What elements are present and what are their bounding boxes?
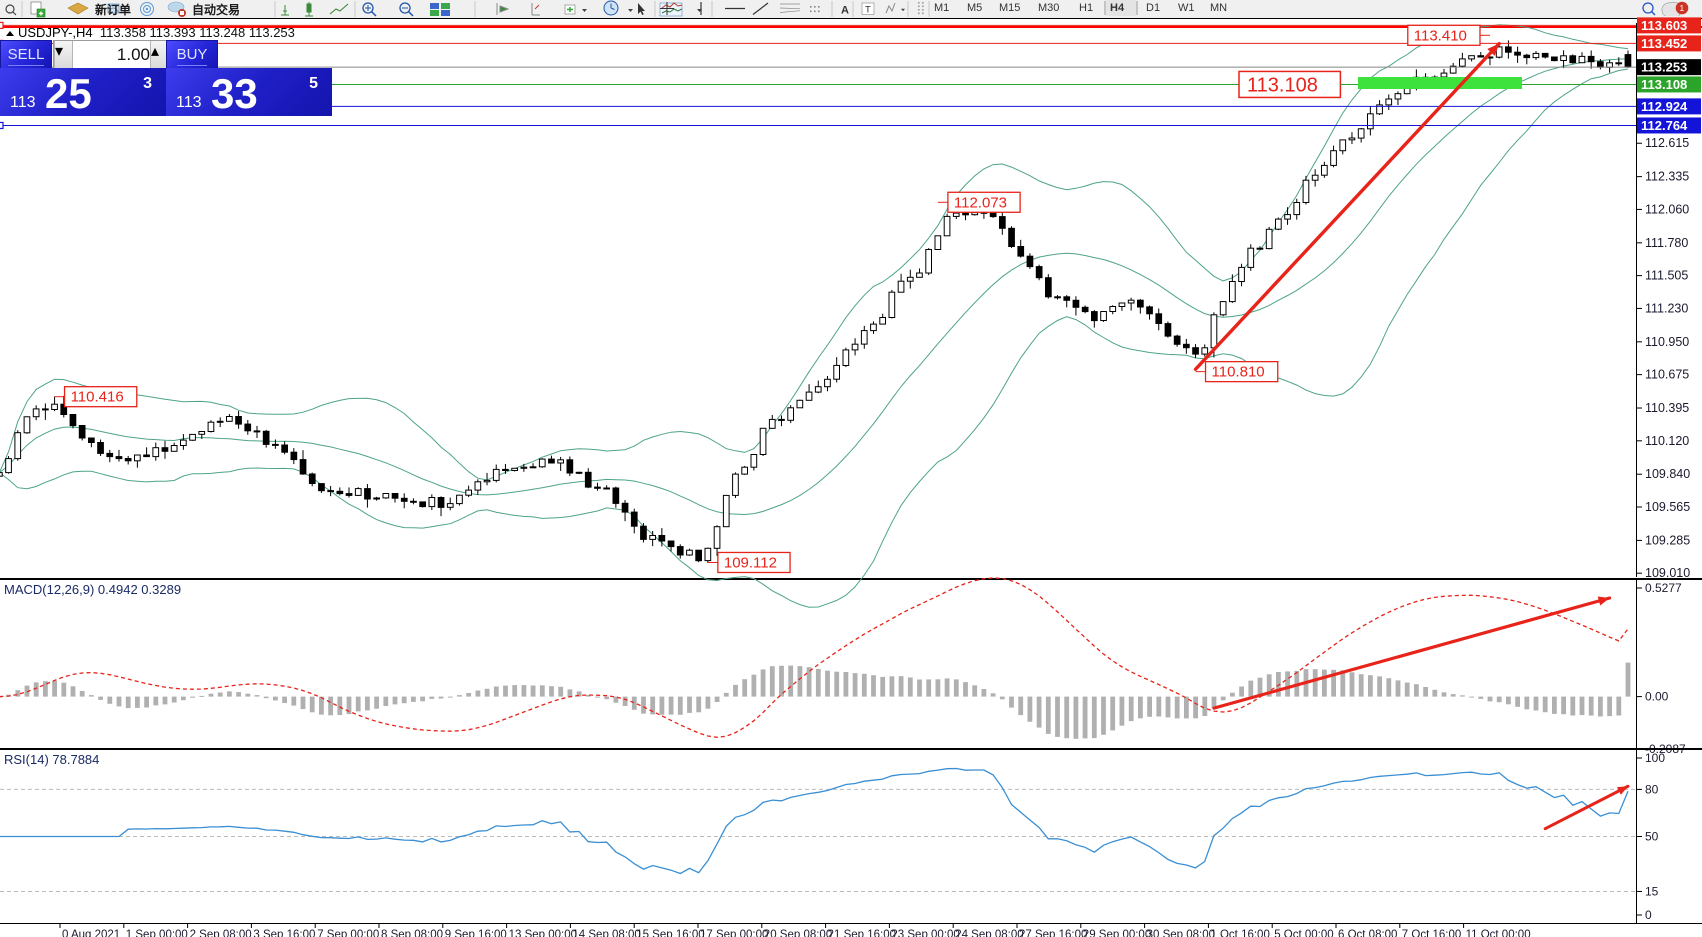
- svg-text:100: 100: [1645, 751, 1665, 765]
- svg-text:0: 0: [1645, 908, 1652, 922]
- svg-text:H4: H4: [1110, 2, 1125, 14]
- svg-text:50: 50: [1645, 830, 1659, 844]
- svg-text:11 Oct 00:00: 11 Oct 00:00: [1466, 929, 1531, 937]
- svg-text:29 Sep 00:00: 29 Sep 00:00: [1083, 929, 1151, 937]
- svg-text:110.120: 110.120: [1645, 434, 1689, 448]
- svg-text:112.764: 112.764: [1641, 118, 1688, 133]
- svg-text:8 Sep 08:00: 8 Sep 08:00: [381, 929, 443, 937]
- svg-text:6 Oct 08:00: 6 Oct 08:00: [1338, 929, 1397, 937]
- svg-text:13 Sep 00:00: 13 Sep 00:00: [509, 929, 577, 937]
- svg-text:111.230: 111.230: [1645, 301, 1688, 315]
- svg-text:1 Oct 16:00: 1 Oct 16:00: [1210, 929, 1269, 937]
- svg-text:7 Sep 00:00: 7 Sep 00:00: [317, 929, 379, 937]
- svg-text:112.335: 112.335: [1645, 170, 1689, 184]
- svg-text:110.416: 110.416: [71, 389, 124, 406]
- svg-text:0.5277: 0.5277: [1645, 581, 1682, 595]
- svg-text:H1: H1: [1079, 2, 1093, 14]
- svg-text:0.00: 0.00: [1645, 690, 1669, 704]
- svg-text:15: 15: [1645, 884, 1659, 898]
- svg-text:30 Sep 08:00: 30 Sep 08:00: [1147, 929, 1215, 937]
- svg-text:MACD(12,26,9) 0.4942 0.3289: MACD(12,26,9) 0.4942 0.3289: [4, 582, 181, 597]
- svg-text:0 Aug 2021: 0 Aug 2021: [62, 929, 120, 937]
- svg-text:109.112: 109.112: [724, 554, 777, 571]
- svg-text:M5: M5: [967, 2, 982, 14]
- svg-text:113.108: 113.108: [1247, 74, 1318, 96]
- svg-text:110.810: 110.810: [1212, 364, 1265, 381]
- svg-text:111.505: 111.505: [1645, 269, 1688, 283]
- svg-text:113.410: 113.410: [1414, 27, 1467, 44]
- svg-text:M15: M15: [999, 2, 1020, 14]
- svg-text:M1: M1: [934, 2, 949, 14]
- svg-text:17 Sep 00:00: 17 Sep 00:00: [700, 929, 768, 937]
- svg-text:RSI(14) 78.7884: RSI(14) 78.7884: [4, 752, 99, 767]
- svg-text:113.253: 113.253: [1641, 60, 1687, 75]
- svg-text:20 Sep 08:00: 20 Sep 08:00: [764, 929, 832, 937]
- svg-text:110.395: 110.395: [1645, 401, 1689, 415]
- svg-text:3 Sep 16:00: 3 Sep 16:00: [253, 929, 315, 937]
- svg-text:21 Sep 16:00: 21 Sep 16:00: [828, 929, 896, 937]
- svg-text:23 Sep 00:00: 23 Sep 00:00: [891, 929, 959, 937]
- svg-text:2 Sep 08:00: 2 Sep 08:00: [190, 929, 252, 937]
- svg-text:W1: W1: [1178, 2, 1195, 14]
- svg-text:109.840: 109.840: [1645, 467, 1690, 481]
- svg-text:113.452: 113.452: [1641, 36, 1687, 51]
- svg-text:1 Sep 00:00: 1 Sep 00:00: [126, 929, 188, 937]
- svg-text:D1: D1: [1146, 2, 1160, 14]
- svg-text:112.924: 112.924: [1641, 99, 1688, 114]
- svg-text:24 Sep 08:00: 24 Sep 08:00: [955, 929, 1023, 937]
- svg-text:5 Oct 00:00: 5 Oct 00:00: [1274, 929, 1333, 937]
- svg-text:112.073: 112.073: [954, 194, 1007, 211]
- svg-text:110.950: 110.950: [1645, 335, 1689, 349]
- svg-text:109.565: 109.565: [1645, 500, 1690, 514]
- svg-text:MN: MN: [1210, 2, 1227, 14]
- svg-text:9 Sep 16:00: 9 Sep 16:00: [445, 929, 507, 937]
- svg-text:27 Sep 16:00: 27 Sep 16:00: [1019, 929, 1087, 937]
- svg-text:110.675: 110.675: [1645, 368, 1689, 382]
- svg-text:112.060: 112.060: [1645, 202, 1689, 216]
- svg-text:113.108: 113.108: [1641, 77, 1687, 92]
- svg-text:M30: M30: [1038, 2, 1059, 14]
- svg-text:109.285: 109.285: [1645, 533, 1690, 547]
- svg-text:15 Sep 16:00: 15 Sep 16:00: [636, 929, 704, 937]
- svg-text:80: 80: [1645, 782, 1659, 796]
- svg-text:113.603: 113.603: [1641, 18, 1687, 33]
- svg-text:112.615: 112.615: [1645, 136, 1689, 150]
- svg-text:1: 1: [1680, 3, 1685, 13]
- svg-text:111.780: 111.780: [1645, 236, 1688, 250]
- svg-text:7 Oct 16:00: 7 Oct 16:00: [1402, 929, 1461, 937]
- svg-text:14 Sep 08:00: 14 Sep 08:00: [572, 929, 640, 937]
